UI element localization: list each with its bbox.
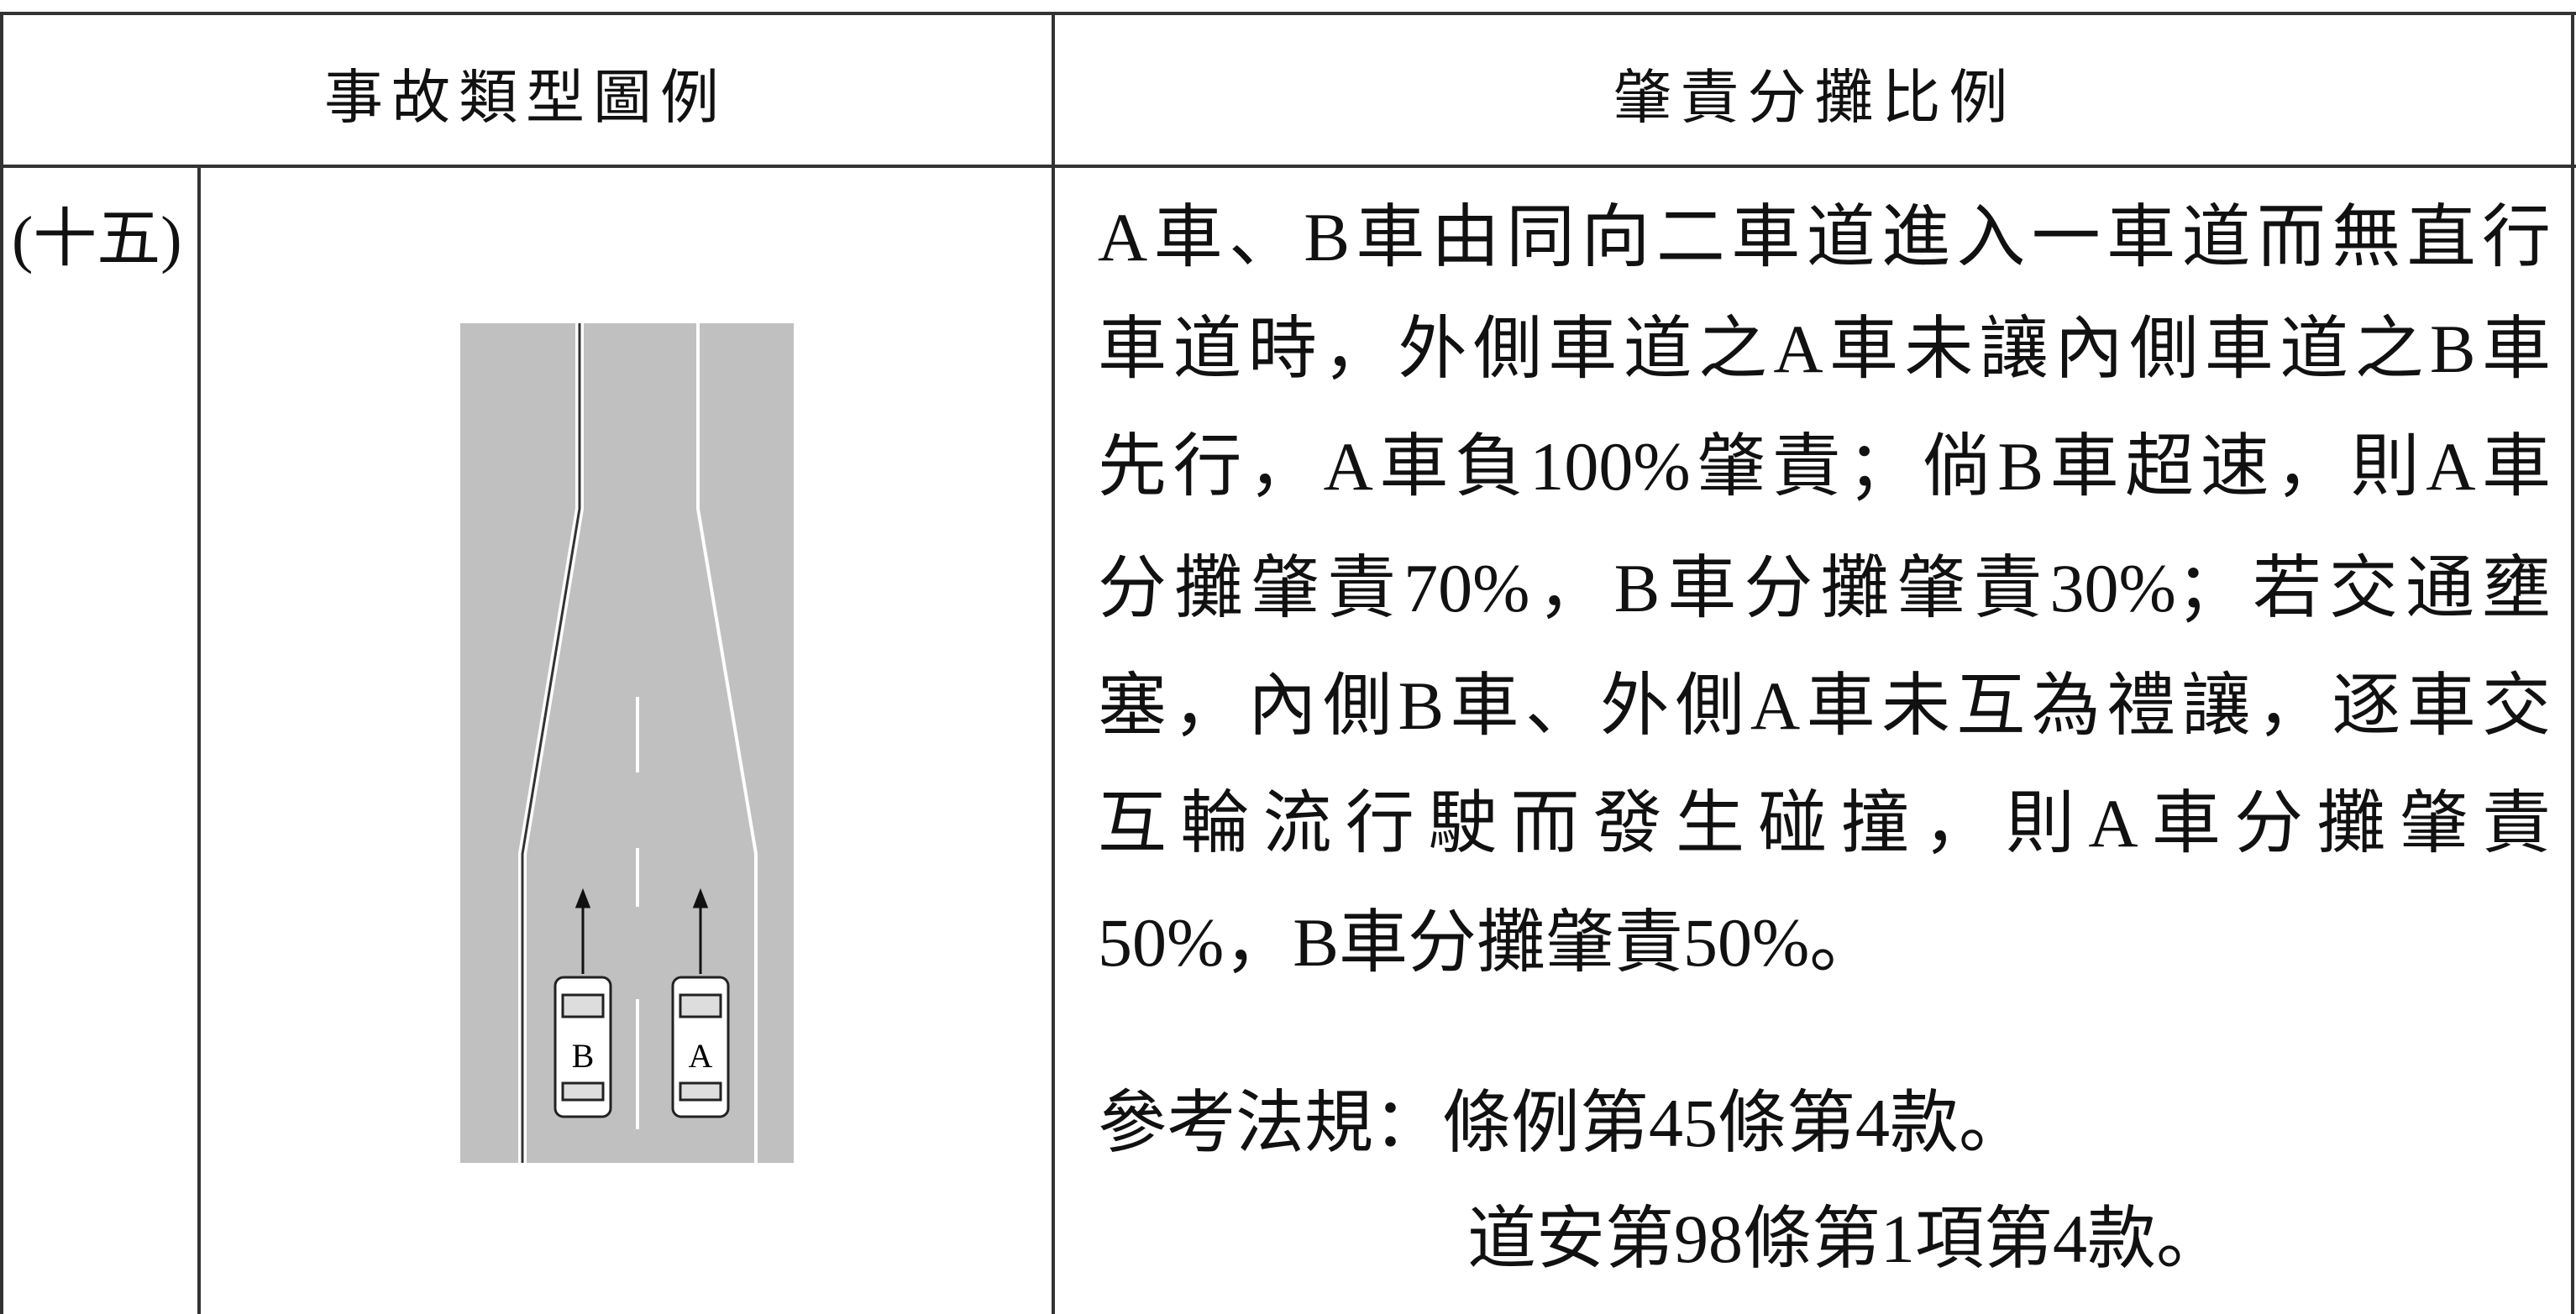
text-line: 塞，內側B車、外側A車未互為禮讓，逐車交 [1098, 667, 2551, 744]
text-line: 車道時，外側車道之A車未讓內側車道之B車 [1098, 311, 2551, 387]
row-label: (十五) [12, 204, 182, 275]
border [0, 12, 2576, 15]
border [0, 12, 3, 1314]
column-header: 肇責分攤比例 [1613, 66, 2017, 131]
reference-line: 參考法規：條例第45條第4款。 [1098, 1085, 2028, 1161]
text-line: 互輪流行駛而發生碰撞，則A車分攤肇責 [1098, 785, 2551, 861]
border [197, 165, 201, 1314]
text-line: 分攤肇責70%，B車分攤肇責30%；若交通壅 [1098, 550, 2551, 626]
text-line: 50%，B車分攤肇責50%。 [1098, 904, 1879, 981]
text-line: A車、B車由同向二車道進入一車道而無直行 [1098, 199, 2551, 275]
text-line: 先行，A車負100%肇責；倘B車超速，則A車 [1098, 428, 2551, 505]
border [0, 165, 2576, 168]
border [1052, 12, 1055, 1314]
car-label: B [572, 1037, 595, 1075]
diagram: B A [460, 323, 794, 1163]
car-label: A [689, 1037, 713, 1075]
column-header: 事故類型圖例 [324, 66, 727, 131]
border [2571, 12, 2574, 1314]
reference-line: 道安第98條第1項第4款。 [1467, 1201, 2226, 1277]
